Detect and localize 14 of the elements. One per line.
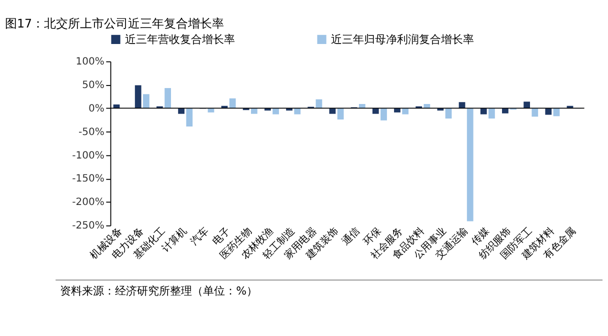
y-tick-label: -150% xyxy=(72,174,104,185)
x-tick-label: 汽车 xyxy=(188,225,211,248)
chart-title: 图17：北交所上市公司近三年复合增长率 xyxy=(5,16,224,31)
text: 资料来源：经济研究所整理（单位：%） xyxy=(60,284,258,298)
y-tick-label: -50% xyxy=(78,126,104,138)
y-tick-label: 0% xyxy=(88,103,104,114)
y-tick-label: -200% xyxy=(72,197,104,208)
x-tick-label: 通信 xyxy=(340,225,362,248)
y-tick-label: -250% xyxy=(72,220,104,232)
y-tick-label: -100% xyxy=(72,150,104,162)
y-tick-label: 100% xyxy=(76,56,104,68)
legend-label: 近三年归母净利润复合增长率 xyxy=(330,33,474,46)
y-tick-label: 50% xyxy=(82,80,104,91)
legend-label: 近三年营收复合增长率 xyxy=(124,33,235,46)
